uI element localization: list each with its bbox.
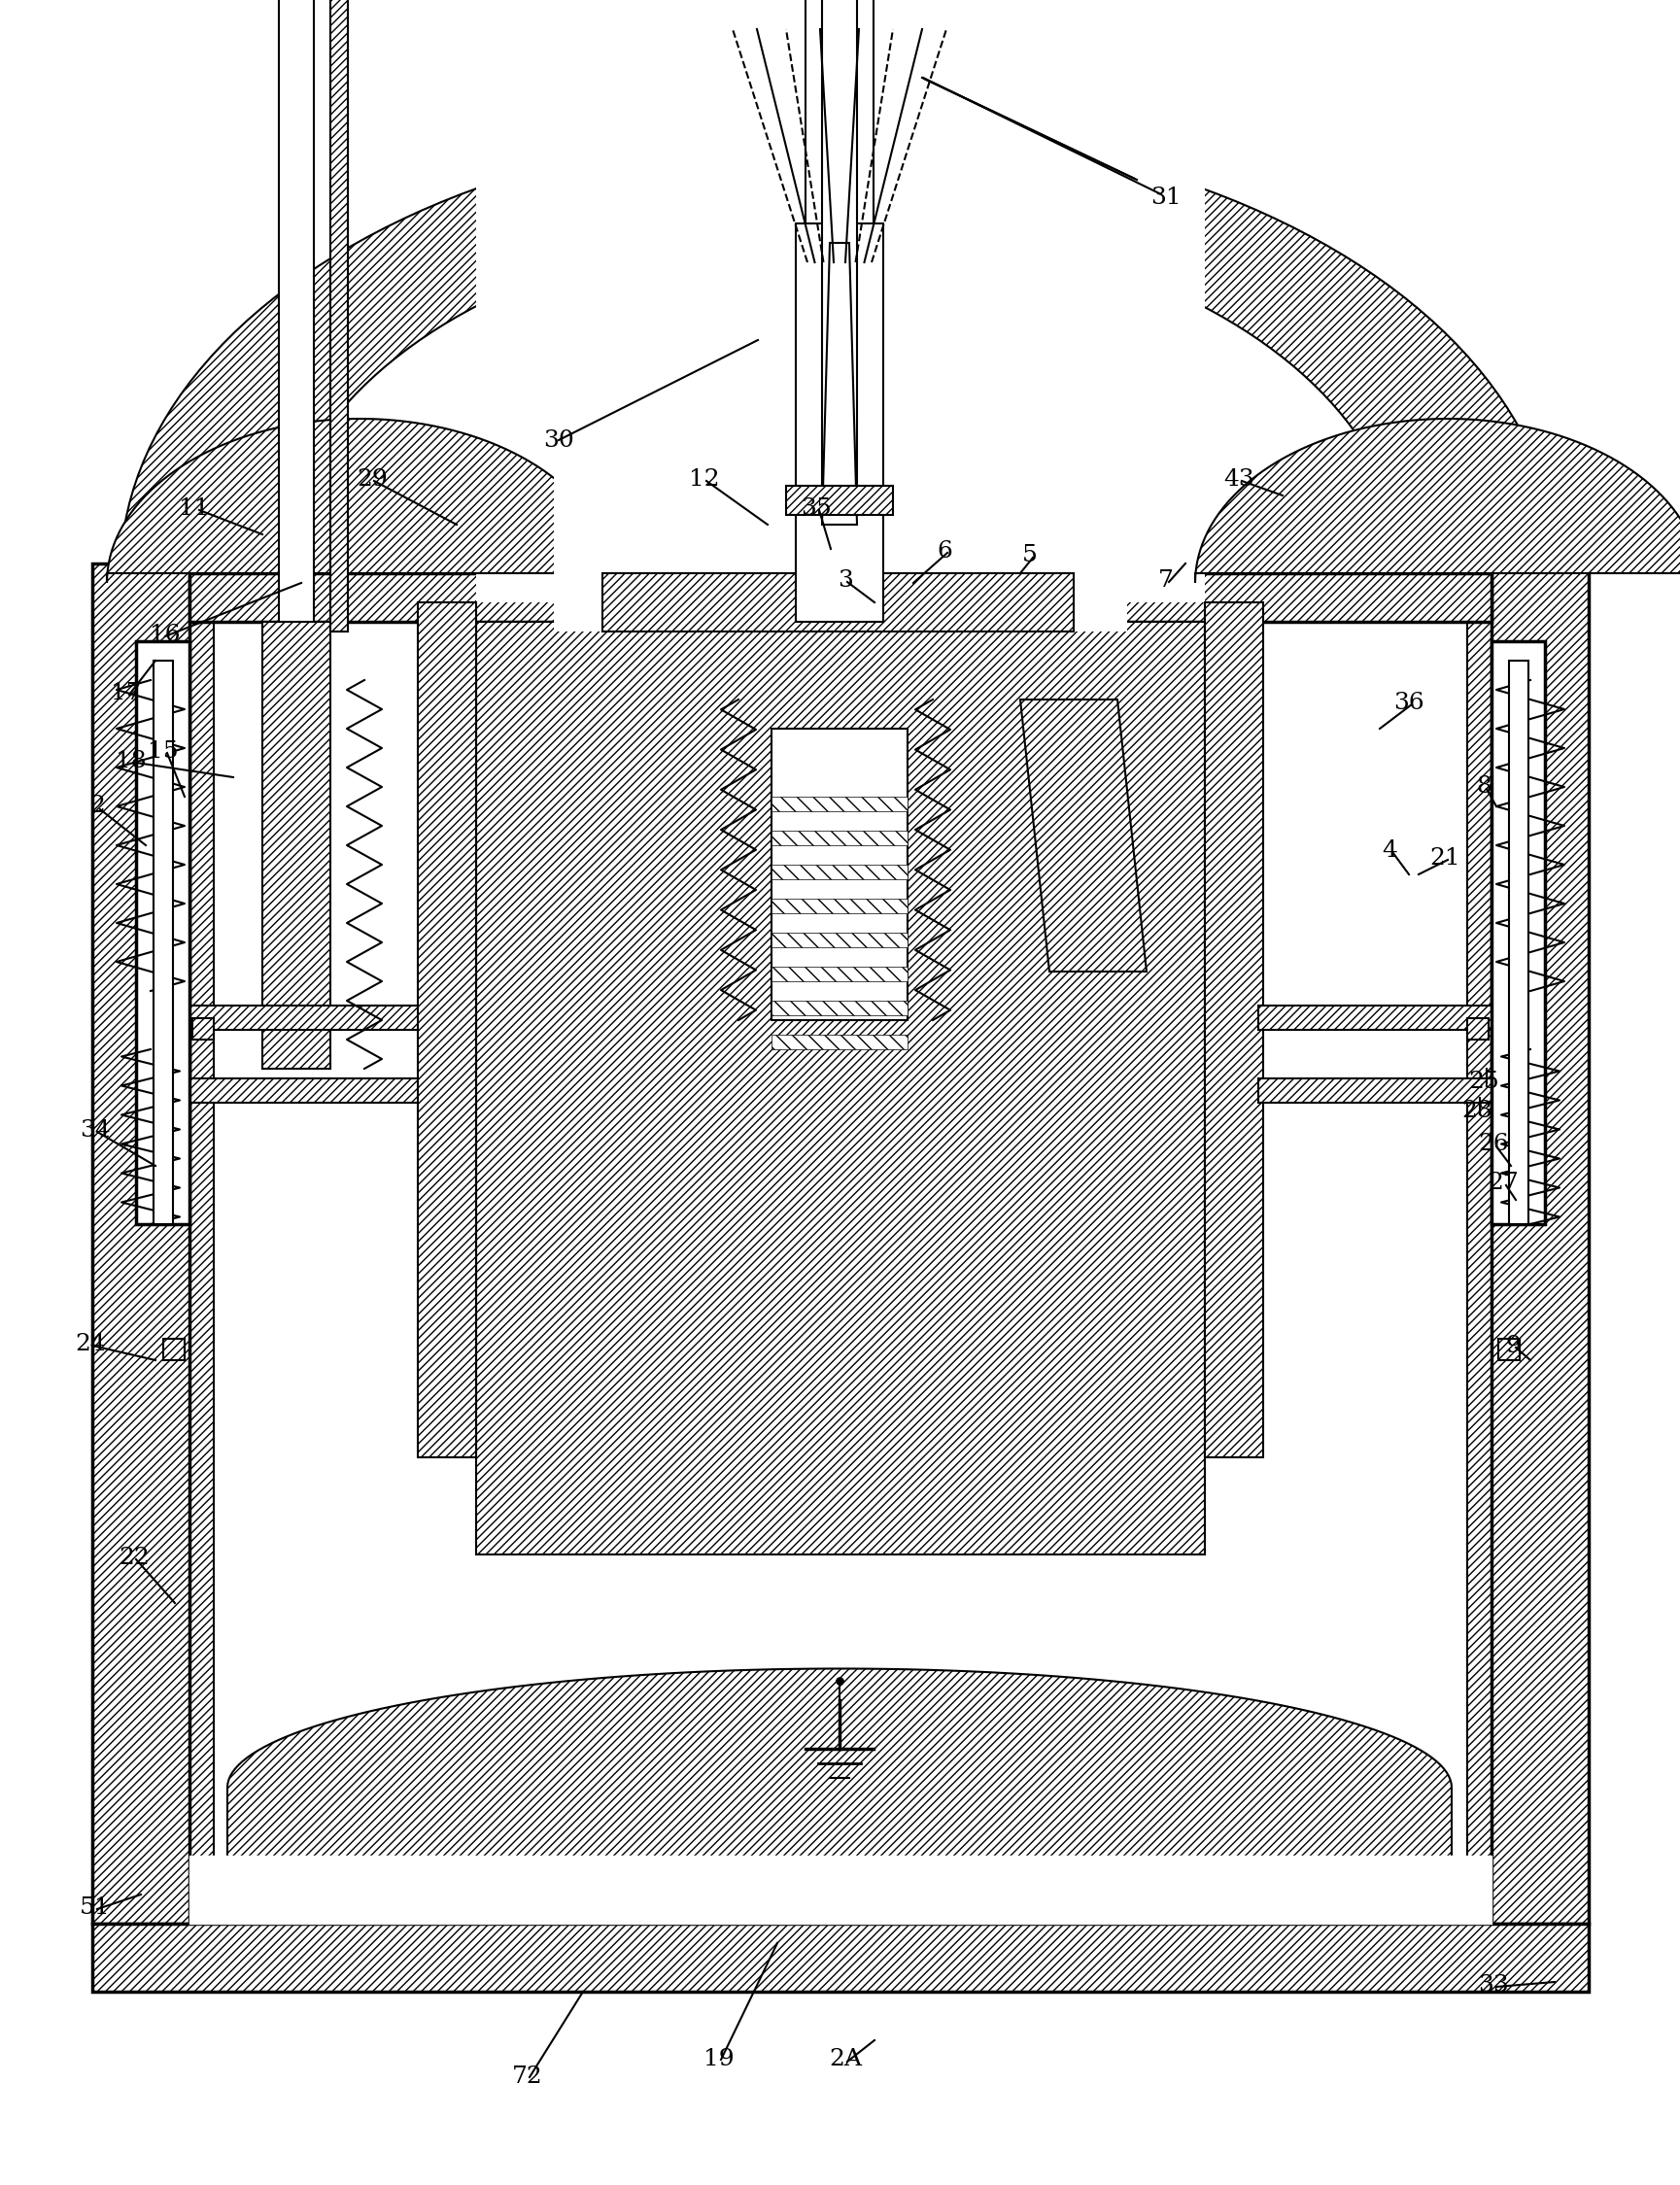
Bar <box>771 966 907 981</box>
Text: 12: 12 <box>689 468 719 489</box>
Bar <box>190 1005 418 1029</box>
Polygon shape <box>475 623 1205 1554</box>
Bar <box>786 485 894 516</box>
Bar <box>1492 640 1546 1224</box>
Bar <box>1509 660 1529 1224</box>
Bar <box>771 830 907 846</box>
Bar <box>771 898 907 913</box>
Bar <box>475 0 1205 603</box>
Text: 19: 19 <box>704 2050 734 2071</box>
Bar <box>1499 1339 1520 1359</box>
Text: 15: 15 <box>148 741 178 763</box>
Text: 26: 26 <box>1478 1134 1509 1156</box>
Text: 22: 22 <box>119 1547 150 1569</box>
Text: 17: 17 <box>111 682 141 704</box>
Text: 7: 7 <box>1158 568 1174 592</box>
Bar <box>554 146 1127 631</box>
Text: 21: 21 <box>1430 848 1460 870</box>
Bar <box>331 0 348 631</box>
Bar <box>771 933 907 948</box>
Text: 27: 27 <box>1488 1171 1519 1195</box>
Text: 4: 4 <box>1381 839 1398 861</box>
Polygon shape <box>92 564 190 1923</box>
Bar <box>331 0 348 631</box>
Text: 43: 43 <box>1223 468 1255 489</box>
Text: 11: 11 <box>180 496 210 520</box>
Text: 3: 3 <box>838 568 853 592</box>
Bar <box>1258 1005 1492 1029</box>
Text: 9: 9 <box>1505 1335 1520 1357</box>
Polygon shape <box>108 420 612 583</box>
Bar <box>771 798 907 811</box>
Polygon shape <box>92 603 213 1923</box>
Text: 35: 35 <box>801 496 832 520</box>
Text: 33: 33 <box>1478 1973 1509 1997</box>
Text: 6: 6 <box>937 540 953 562</box>
Text: 31: 31 <box>1151 186 1181 208</box>
Polygon shape <box>1020 699 1146 972</box>
Polygon shape <box>92 1923 1589 1993</box>
Bar <box>796 223 884 623</box>
Bar <box>771 728 907 1020</box>
Polygon shape <box>822 243 857 524</box>
Bar <box>153 660 173 1224</box>
Polygon shape <box>603 572 1074 631</box>
Bar <box>163 1339 185 1359</box>
Bar <box>822 0 857 496</box>
Text: 34: 34 <box>79 1119 111 1141</box>
Polygon shape <box>227 1669 1452 1923</box>
Text: 5: 5 <box>1021 544 1038 566</box>
Text: 51: 51 <box>81 1897 111 1918</box>
Polygon shape <box>262 623 331 1068</box>
Bar <box>190 1079 418 1103</box>
Bar <box>193 1018 213 1040</box>
Text: 18: 18 <box>116 749 146 771</box>
Text: 30: 30 <box>543 428 575 452</box>
Text: 24: 24 <box>76 1333 106 1355</box>
Polygon shape <box>1205 603 1263 1457</box>
Bar <box>136 640 190 1224</box>
Text: 8: 8 <box>1477 776 1492 798</box>
Bar <box>771 1001 907 1016</box>
Text: 16: 16 <box>150 623 180 645</box>
Text: 2A: 2A <box>828 2050 862 2071</box>
Text: 28: 28 <box>1462 1099 1492 1121</box>
Text: 2: 2 <box>89 795 104 817</box>
Bar <box>805 0 874 524</box>
Polygon shape <box>1492 564 1589 1923</box>
Bar <box>1467 1018 1488 1040</box>
Polygon shape <box>1467 603 1589 1923</box>
Bar <box>771 865 907 878</box>
Bar <box>771 1036 907 1049</box>
Polygon shape <box>190 572 1492 623</box>
Polygon shape <box>1194 420 1680 583</box>
Text: 72: 72 <box>512 2067 543 2089</box>
Polygon shape <box>418 603 475 1457</box>
Text: 29: 29 <box>356 468 388 489</box>
Bar <box>279 0 314 623</box>
Text: 25: 25 <box>1468 1071 1499 1092</box>
Text: 36: 36 <box>1393 690 1425 714</box>
Polygon shape <box>121 127 1559 572</box>
Bar <box>1258 1079 1492 1103</box>
